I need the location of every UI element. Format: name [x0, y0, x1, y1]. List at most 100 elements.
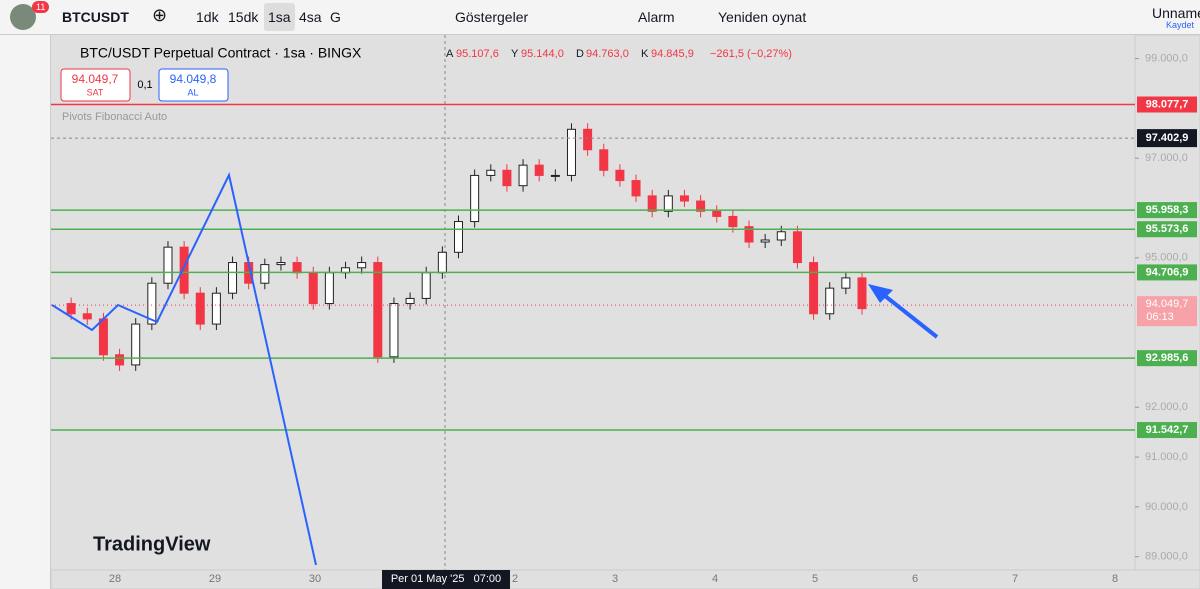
candle-body — [98, 318, 108, 356]
candle-body — [792, 231, 802, 264]
candle-body — [131, 323, 141, 366]
level-label: 92.985,6 — [1146, 352, 1189, 364]
time-axis — [50, 569, 1200, 589]
level-label: 98.077,7 — [1146, 98, 1189, 110]
ohlc-value: 94.763,0 — [586, 48, 629, 60]
ohlc-key: K — [641, 48, 649, 60]
time-label: 28 — [109, 573, 121, 585]
candle-body — [550, 174, 560, 177]
candle-body — [712, 210, 722, 217]
price-tick-label: 91.000,0 — [1145, 451, 1188, 463]
indicator-label: Pivots Fibonacci Auto — [62, 111, 167, 123]
price-tick-label: 90.000,0 — [1145, 501, 1188, 513]
ohlc-value: 95.144,0 — [521, 48, 564, 60]
candle-body — [679, 195, 689, 202]
time-label: 29 — [209, 573, 221, 585]
arrow-head — [868, 284, 893, 303]
candle-body — [454, 221, 463, 253]
level-label-bg — [1137, 422, 1197, 439]
ohlc-key: Y — [511, 48, 519, 60]
candle-body — [357, 262, 367, 269]
candle-body — [696, 200, 706, 212]
time-label: 4 — [712, 573, 718, 585]
candle-body — [437, 251, 447, 274]
buy-button[interactable] — [158, 68, 229, 102]
interval[interactable]: 15dk — [228, 9, 259, 25]
logo: TradingView — [93, 533, 211, 555]
level-label: 95.958,3 — [1146, 204, 1189, 216]
candle-body — [389, 303, 399, 358]
candle-body — [534, 164, 544, 176]
candle-body — [470, 174, 480, 223]
countdown: 06:13 — [1146, 311, 1174, 323]
avatar[interactable] — [10, 4, 36, 30]
level-label-bg — [1137, 350, 1197, 367]
candle-body — [292, 262, 302, 274]
ohlc-value: 95.107,6 — [456, 48, 499, 60]
ohlc-key: D — [576, 48, 584, 60]
last-price: 94.049,7 — [1146, 298, 1189, 310]
price-tick-label: 97.000,0 — [1145, 152, 1188, 164]
candle-body — [405, 297, 415, 305]
time-label: 7 — [1012, 573, 1018, 585]
badge: 11 — [32, 1, 50, 13]
candle-body — [760, 239, 770, 243]
alert[interactable]: Alarm — [638, 9, 675, 25]
candle-body — [195, 292, 205, 325]
layout-name[interactable]: Unname — [1152, 5, 1200, 21]
price-tick-label: 92.000,0 — [1145, 401, 1188, 413]
crosshair-time: Per 01 May '25 07:00 — [391, 573, 501, 585]
interval[interactable]: 1dk — [196, 9, 219, 25]
candle-body — [809, 262, 819, 315]
level-label-bg — [1137, 202, 1197, 219]
candle-body — [776, 231, 786, 241]
interval[interactable]: 4sa — [299, 9, 322, 25]
add-symbol[interactable]: ⊕ — [152, 5, 168, 25]
candle-body — [486, 169, 496, 176]
candle-body — [82, 313, 92, 320]
candle-body — [599, 149, 609, 171]
candle-body — [647, 195, 657, 212]
candle-body — [631, 180, 641, 197]
candle-body — [744, 226, 754, 243]
candle-body — [308, 272, 318, 305]
candle-body — [179, 246, 189, 294]
interval[interactable]: G — [330, 9, 341, 25]
time-label: 5 — [812, 573, 818, 585]
symbol[interactable]: BTCUSDT — [62, 9, 129, 25]
crosshair-price: 97.402,9 — [1146, 132, 1189, 144]
candle-body — [663, 195, 673, 212]
ohlc-change: −261,5 (−0,27%) — [710, 48, 792, 60]
level-label: 91.542,7 — [1146, 424, 1189, 436]
sell-label: SAT — [87, 87, 104, 97]
candle-body — [502, 169, 512, 187]
candle-body — [115, 354, 125, 366]
time-label: 6 — [912, 573, 918, 585]
candle-body — [163, 246, 173, 284]
buy-price: 94.049,8 — [170, 72, 217, 86]
crosshair-time-bg — [382, 570, 510, 589]
indicators[interactable]: Göstergeler — [455, 9, 529, 25]
ohlc-value: 94.845,9 — [651, 48, 694, 60]
crosshair-price-bg — [1137, 129, 1197, 148]
candle-body — [211, 292, 221, 325]
sell-price: 94.049,7 — [72, 72, 119, 86]
candle-body — [728, 215, 738, 228]
save[interactable]: Kaydet — [1166, 20, 1195, 30]
level-label-bg — [1137, 264, 1197, 281]
candle-body — [324, 272, 334, 305]
sell-button[interactable] — [60, 68, 131, 102]
candle-body — [583, 128, 593, 151]
candle-body — [66, 303, 76, 315]
interval[interactable]: 1sa — [264, 3, 295, 31]
replay[interactable]: Yeniden oynat — [718, 9, 807, 25]
drawing-toolbar — [0, 35, 51, 589]
toolbar: 11 BTCUSDT ⊕ 1dk 15dk 1sa 4sa G Gösterge… — [0, 0, 1200, 35]
candle-body — [147, 282, 157, 325]
candle-body — [276, 262, 286, 266]
candle-body — [566, 128, 576, 176]
candle-body — [825, 287, 835, 315]
candle-body — [841, 277, 851, 289]
